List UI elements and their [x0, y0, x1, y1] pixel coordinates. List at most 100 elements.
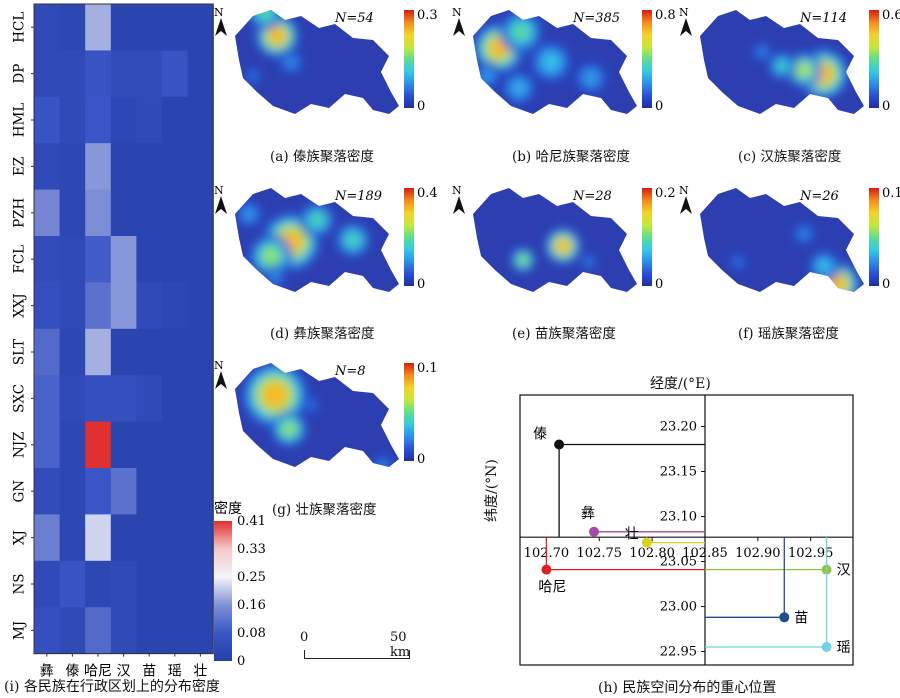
- heatmap-xlabel: 傣: [65, 664, 79, 680]
- map-hotspot: [285, 56, 297, 68]
- map-hotspot: [306, 400, 316, 410]
- heatmap-cell: [110, 375, 137, 423]
- scale-end: 50 km: [390, 630, 411, 660]
- centroid-xtick-label: 102.85: [682, 546, 728, 561]
- centroid-point-label: 哈尼: [538, 580, 566, 596]
- map-panel-a: N N=54 0.33 0: [207, 2, 437, 142]
- centroid-xtick-label: 102.90: [735, 546, 781, 561]
- heatmap-cell: [85, 96, 112, 144]
- heatmap-ylabel: SXC: [12, 384, 28, 413]
- scale-bar-line: [304, 650, 410, 659]
- heatmap-ylabel: HCL: [12, 12, 28, 43]
- heatmap-caption: (i) 各民族在行政区划上的分布密度: [4, 679, 220, 695]
- north-label: N: [214, 6, 224, 19]
- centroid-ytick-label: 22.95: [660, 645, 697, 660]
- heatmap-cell: [34, 607, 61, 655]
- map-hotspot: [481, 70, 493, 82]
- north-arrow-icon: N: [679, 184, 692, 214]
- heatmap-cell: [34, 468, 61, 515]
- map-svg: N N=54 0.33 0: [214, 6, 437, 114]
- map-area: [235, 363, 399, 467]
- map-colorbar: [404, 188, 414, 286]
- heatmap-cell: [187, 560, 214, 608]
- map-colorbar-max: 0.64: [882, 8, 900, 23]
- map-panel-c: N N=114 0.64 0: [672, 2, 900, 142]
- heatmap-legend-tick: 0.25: [237, 570, 266, 585]
- heatmap-cell: [162, 282, 189, 330]
- centroid-ytick-label: 23.20: [660, 420, 697, 435]
- map-panel-d: N N=189 0.41 0: [207, 180, 437, 320]
- heatmap-cell: [59, 607, 86, 655]
- map-svg: N N=114 0.64 0: [679, 6, 900, 114]
- heatmap-xlabel: 彝: [40, 664, 54, 680]
- heatmap-legend-title: 密度: [214, 500, 242, 517]
- heatmap-cell: [162, 328, 189, 376]
- map-caption-c: (c) 汉族聚落密度: [738, 149, 842, 165]
- heatmap-cell: [136, 189, 163, 237]
- heatmap-cell: [187, 4, 214, 51]
- heatmap-cell: [59, 468, 86, 515]
- map-colorbar-max: 0.33: [417, 8, 437, 23]
- heatmap-cell: [187, 514, 214, 562]
- map-hotspot: [511, 80, 527, 96]
- heatmap-cell: [110, 421, 137, 469]
- heatmap-xlabel: 汉: [117, 664, 131, 680]
- heatmap-legend-tick: 0.16: [237, 598, 266, 613]
- map-caption-b: (b) 哈尼族聚落密度: [512, 149, 630, 165]
- heatmap-cell: [162, 4, 189, 51]
- heatmap-cell: [34, 236, 61, 283]
- north-label: N: [214, 359, 224, 372]
- map-hotspot: [262, 247, 280, 265]
- heatmap-cell: [136, 236, 163, 283]
- map-colorbar: [869, 188, 879, 286]
- map-hotspot: [757, 47, 767, 57]
- map-hotspots: [510, 228, 598, 273]
- centroid-point-label: 壮: [625, 527, 639, 543]
- heatmap-cell: [162, 607, 189, 655]
- centroid-point: [541, 564, 552, 575]
- north-label: N: [214, 184, 224, 197]
- map-panel-b: N N=385 0.82 0: [445, 2, 675, 142]
- map-svg: N N=189 0.41 0: [214, 184, 437, 292]
- map-colorbar: [642, 10, 652, 108]
- heatmap-cell: [187, 96, 214, 144]
- heatmap-cell: [59, 514, 86, 562]
- heatmap-cell: [136, 50, 163, 98]
- centroid-ytick-label: 23.05: [660, 555, 697, 570]
- heatmap-cell: [85, 468, 112, 515]
- heatmap-cell: [110, 560, 137, 608]
- heatmap-cell: [85, 4, 112, 51]
- map-colorbar-max: 0.41: [417, 186, 437, 201]
- heatmap-ylabel: HML: [12, 103, 28, 138]
- map-colorbar-min: 0: [882, 277, 890, 292]
- heatmap-cell: [34, 96, 61, 144]
- map-hotspot: [248, 71, 258, 81]
- scale-bar: 0 50 km: [300, 630, 410, 662]
- map-svg: N N=28 0.23 0: [452, 184, 675, 292]
- heatmap-cell: [85, 328, 112, 376]
- map-caption-g: (g) 壮族聚落密度: [272, 502, 377, 518]
- heatmap-ylabel: XXJ: [12, 293, 28, 318]
- north-arrow-icon: N: [214, 359, 227, 389]
- map-hotspot: [281, 421, 297, 437]
- map-n-label: N=54: [334, 11, 374, 26]
- map-colorbar: [404, 363, 414, 461]
- map-panel-e: N N=28 0.23 0: [445, 180, 675, 320]
- heatmap-ylabel: XJ: [12, 530, 28, 545]
- map-n-label: N=28: [572, 189, 612, 204]
- map-colorbar-min: 0: [417, 452, 425, 467]
- heatmap-cell: [34, 514, 61, 562]
- heatmap-ylabel: FCL: [12, 245, 28, 274]
- map-svg: N N=26 0.12 0: [679, 184, 900, 292]
- heatmap-cell: [110, 143, 137, 191]
- heatmap-cell: [34, 143, 61, 191]
- heatmap-cell: [34, 189, 61, 237]
- map-colorbar-max: 0.23: [655, 186, 675, 201]
- centroid-point-label: 傣: [533, 427, 547, 443]
- map-caption-f: (f) 瑶族聚落密度: [738, 326, 839, 342]
- heatmap-cell: [85, 189, 112, 237]
- map-colorbar-min: 0: [882, 99, 890, 114]
- map-hotspot: [512, 23, 530, 41]
- map-colorbar-max: 0.82: [655, 8, 675, 23]
